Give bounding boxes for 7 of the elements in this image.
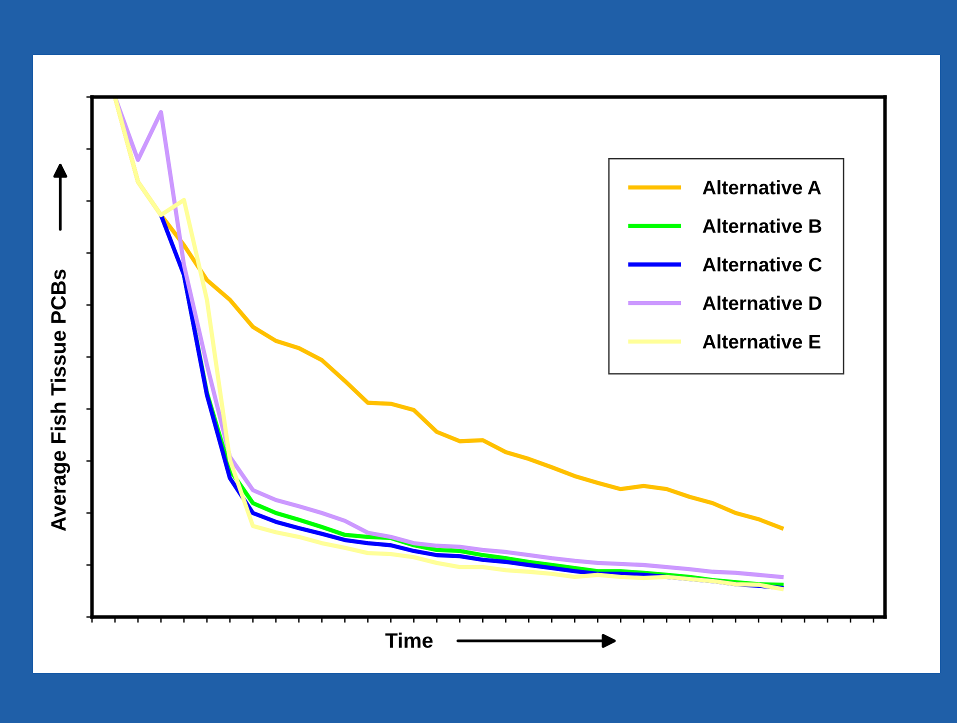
- legend-label: Alternative D: [702, 296, 822, 310]
- legend-label: Alternative A: [702, 180, 821, 194]
- y-axis-title: Average Fish Tissue PCBs: [50, 270, 70, 532]
- legend-label: Alternative B: [702, 218, 822, 233]
- legend-label: Alternative C: [702, 257, 822, 272]
- x-axis-title: Time: [385, 632, 433, 648]
- legend-label: Alternative E: [702, 334, 820, 349]
